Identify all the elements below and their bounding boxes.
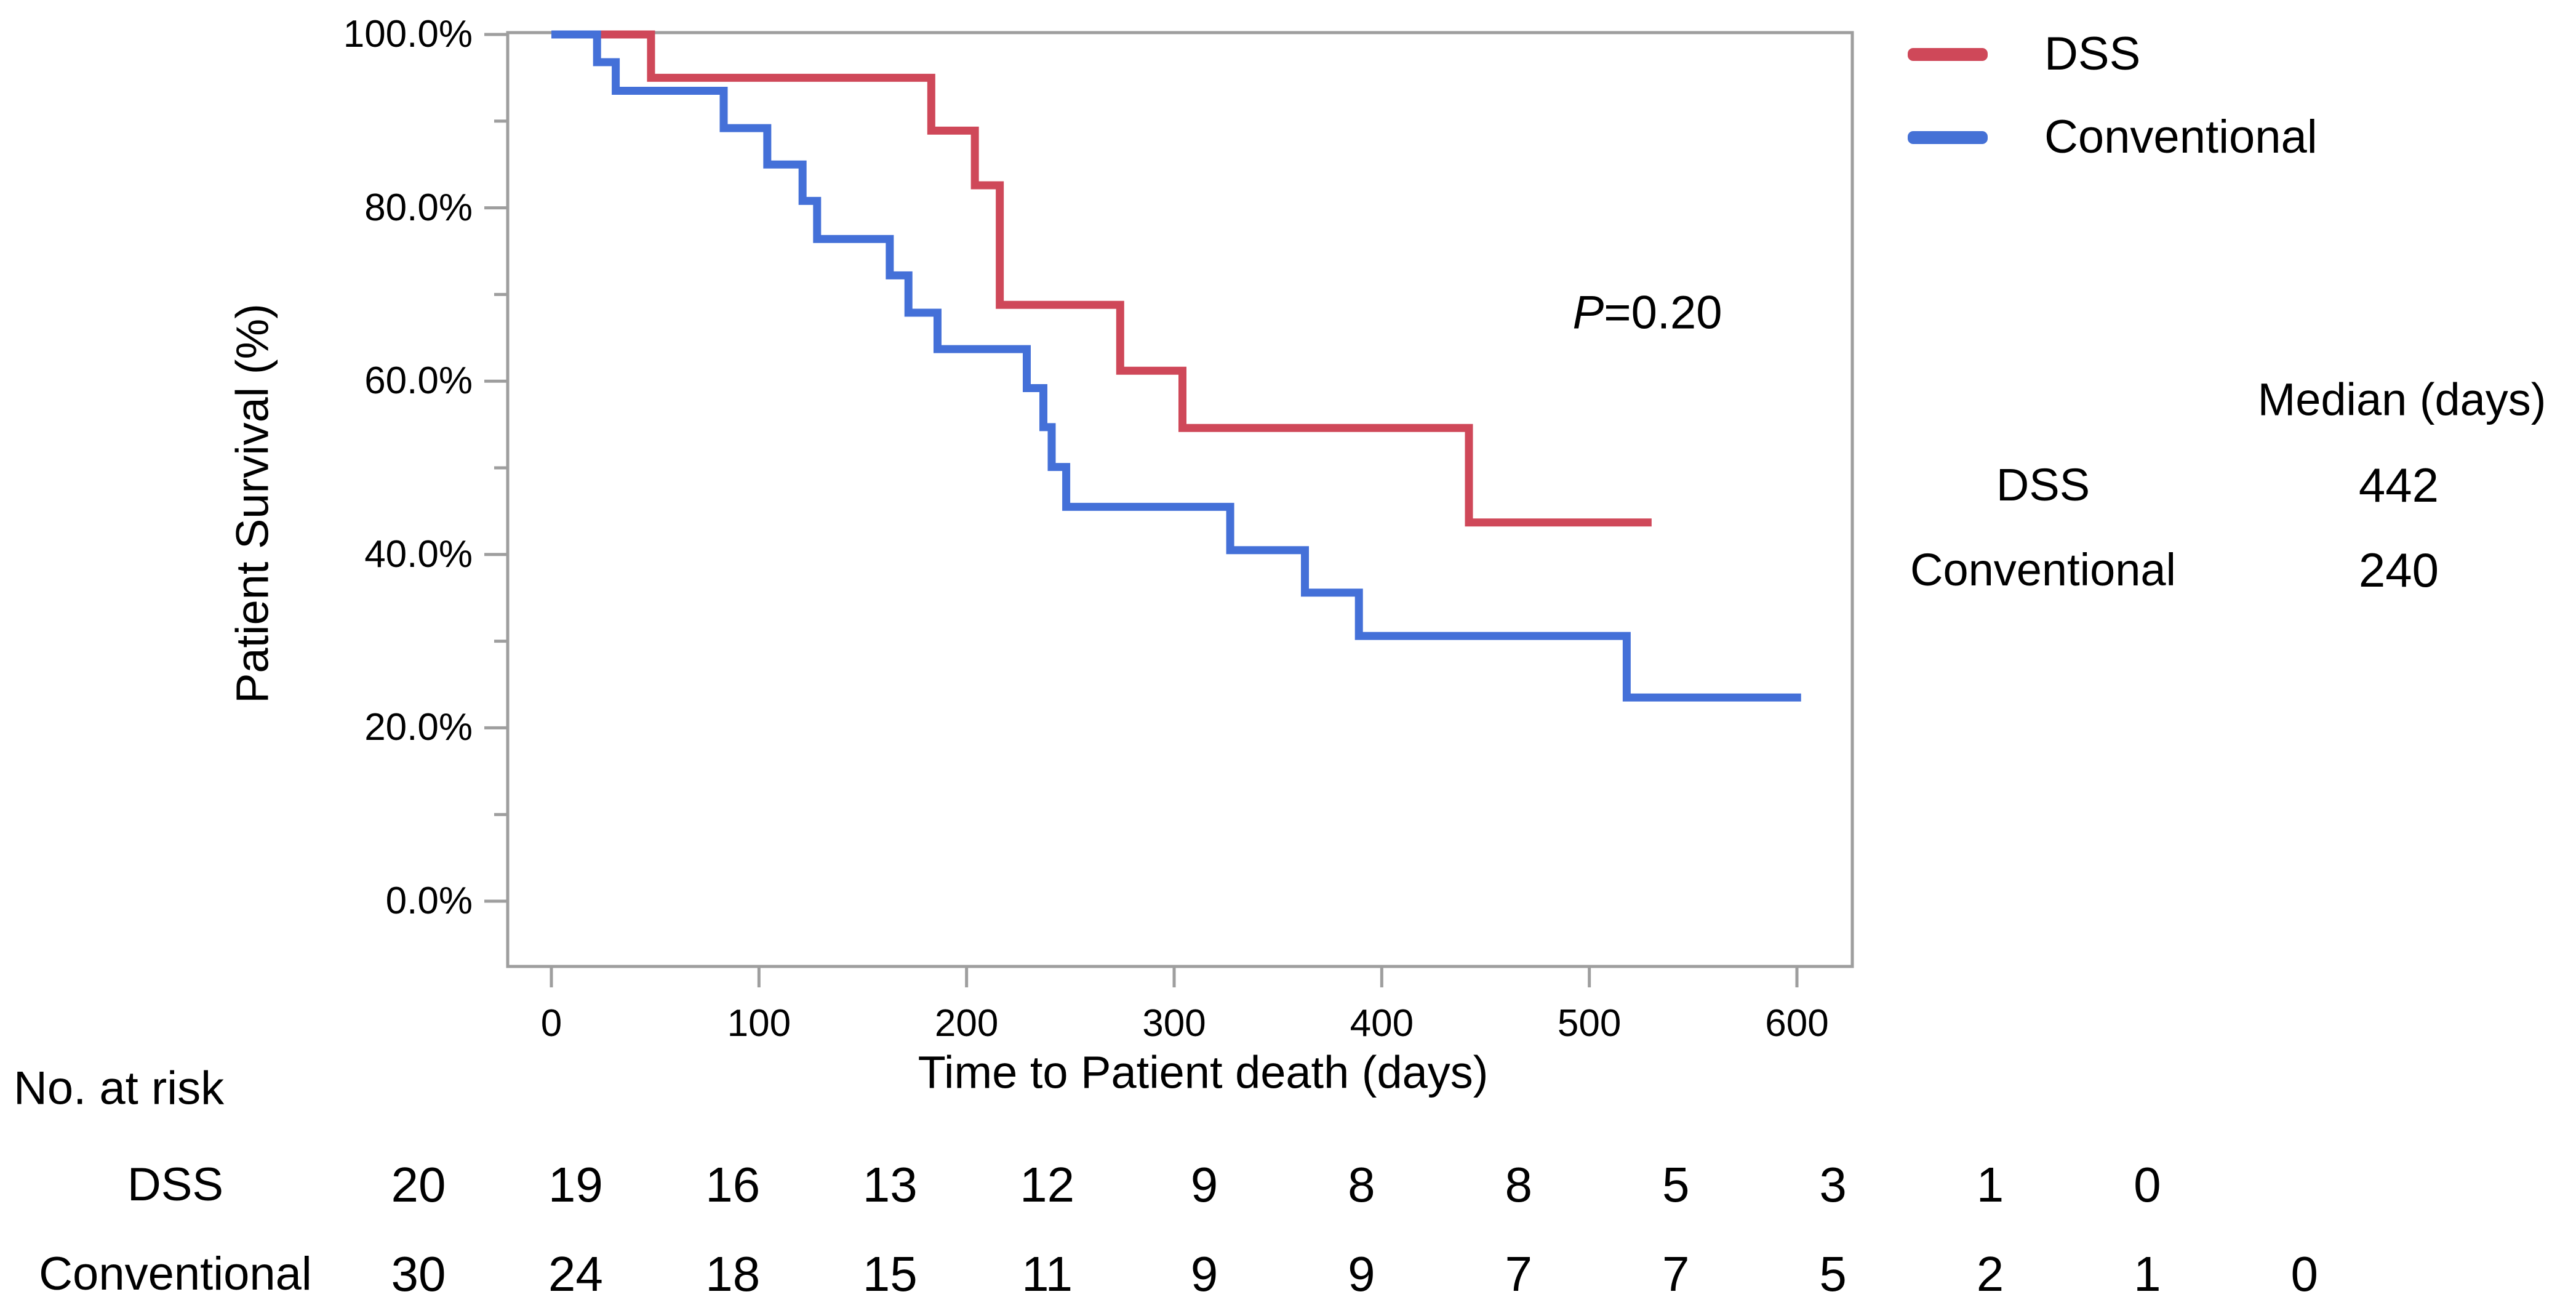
median-row-value-conventional: 240 [2358,543,2439,597]
risk-value: 5 [1662,1157,1690,1212]
x-tick-label: 400 [1350,1002,1414,1045]
conventional-line-swatch [1908,130,1988,144]
risk-value: 15 [862,1247,918,1301]
y-axis-title: Patient Survival (%) [226,303,278,704]
median-row-label-dss: DSS [1996,459,2090,510]
p-value-number: =0.20 [1604,286,1722,339]
y-tick-label: 40.0% [364,532,473,576]
y-tick-label: 60.0% [364,359,473,403]
y-tick-label: 20.0% [364,706,473,749]
risk-value: 0 [2134,1157,2161,1212]
p-value-symbol: P [1572,286,1604,339]
legend-label-dss: DSS [2044,28,2141,80]
risk-value: 9 [1190,1247,1218,1301]
median-row-value-dss: 442 [2358,458,2439,512]
dss-line-swatch [1908,47,1988,61]
risk-value: 7 [1505,1247,1533,1301]
y-tick-label: 80.0% [364,186,473,229]
legend-label-conventional: Conventional [2044,111,2318,163]
risk-value: 20 [391,1157,446,1212]
risk-value: 30 [391,1247,446,1301]
risk-value: 0 [2290,1247,2319,1301]
risk-value: 1 [1976,1157,2004,1212]
risk-value: 11 [1022,1247,1073,1301]
legend-item-dss: DSS [1908,31,2140,78]
survival-curve-dss [551,30,1652,527]
risk-value: 5 [1819,1247,1847,1301]
risk-table-title: No. at risk [14,1062,225,1115]
risk-value: 13 [862,1157,918,1212]
risk-row-label-dss: DSS [127,1158,224,1211]
median-row-label-conventional: Conventional [1910,544,2176,595]
median-table-header: Median (days) [2257,374,2546,425]
risk-value: 1 [2134,1247,2161,1301]
risk-value: 8 [1348,1157,1375,1212]
risk-value: 19 [548,1157,603,1212]
y-tick-label: 0.0% [385,880,473,922]
risk-value: 18 [705,1247,761,1301]
x-tick-label: 600 [1765,1002,1829,1045]
y-tick-label: 100.0% [343,13,473,55]
x-axis-title: Time to Patient death (days) [918,1046,1489,1098]
x-tick-label: 500 [1557,1002,1622,1045]
risk-value: 2 [1976,1247,2004,1301]
plot-frame [506,31,1854,968]
risk-value: 7 [1662,1247,1690,1301]
survival-curve-conventional [551,30,1801,702]
risk-value: 9 [1348,1247,1375,1301]
risk-value: 16 [705,1157,761,1212]
risk-value: 24 [548,1247,603,1301]
x-tick-label: 300 [1142,1002,1206,1045]
risk-row-label-conventional: Conventional [39,1248,312,1300]
risk-value: 12 [1020,1157,1075,1212]
risk-value: 3 [1819,1157,1847,1212]
x-tick-label: 200 [934,1002,999,1045]
risk-value: 9 [1190,1157,1218,1212]
x-tick-label: 100 [727,1002,791,1045]
x-tick-label: 0 [540,1002,562,1045]
risk-value: 8 [1505,1157,1533,1212]
legend-item-conventional: Conventional [1908,114,2318,161]
p-value-annotation: P=0.20 [1572,286,1722,340]
